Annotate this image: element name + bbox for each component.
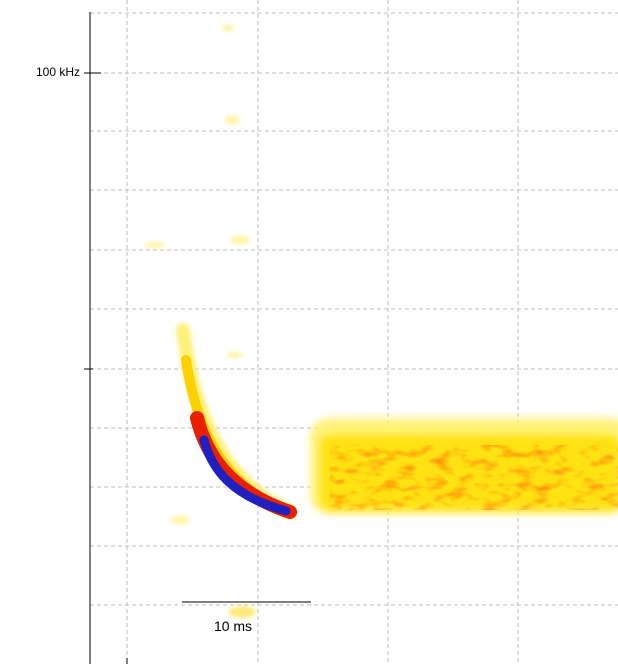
faint-specks [145, 25, 256, 618]
noise-band [310, 418, 618, 514]
scale-bar-label: 10 ms [214, 618, 252, 634]
y-tick-label: 100 kHz [36, 65, 80, 79]
grid [90, 0, 618, 664]
call-shape [176, 323, 297, 519]
axes [84, 12, 128, 664]
